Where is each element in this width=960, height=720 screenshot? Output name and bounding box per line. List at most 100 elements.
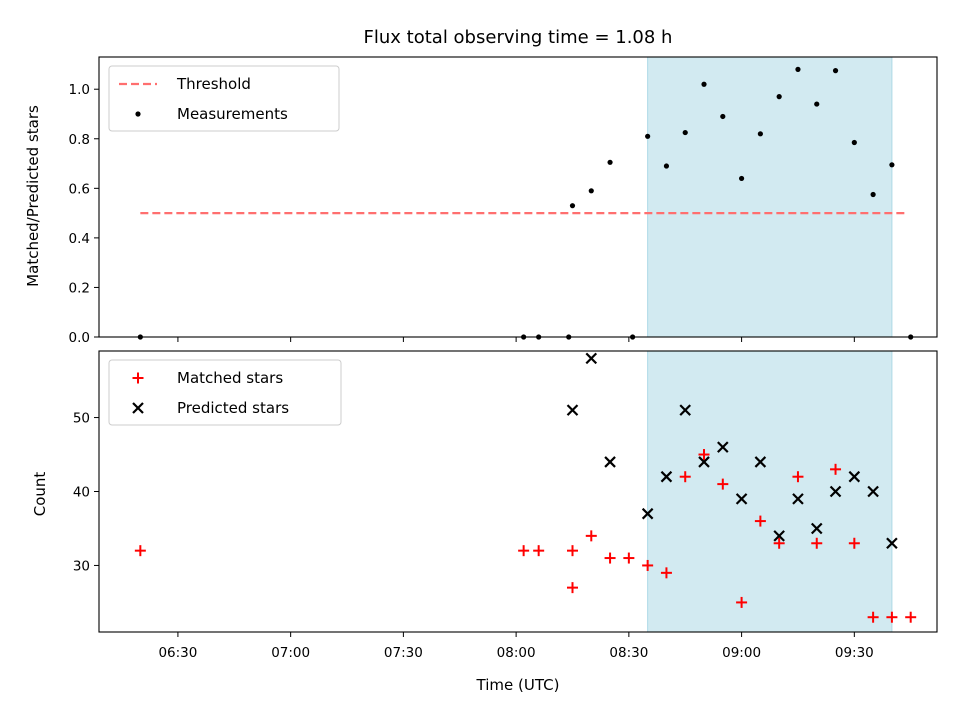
data-point-b xyxy=(717,441,729,453)
legend: Threshold Measurements xyxy=(108,65,340,132)
series-measurements xyxy=(137,66,914,340)
chart-title: Flux total observing time = 1.08 h xyxy=(364,27,673,48)
data-point xyxy=(792,493,804,505)
y-tick-label: 30 xyxy=(73,558,90,574)
data-point xyxy=(867,485,879,498)
legend-label: Predicted stars xyxy=(177,399,289,417)
data-point xyxy=(811,537,823,549)
data-point xyxy=(848,470,861,483)
y-axis-label-top: Matched/Predicted stars xyxy=(24,105,42,287)
data-point xyxy=(886,537,898,550)
x-tick-label: 08:30 xyxy=(609,645,648,661)
data-point xyxy=(720,113,726,120)
data-point xyxy=(773,537,785,549)
data-point xyxy=(660,567,672,579)
x-tick-label: 07:00 xyxy=(271,645,310,661)
data-point xyxy=(679,471,691,483)
data-point xyxy=(682,129,688,136)
data-point xyxy=(717,441,729,453)
data-point-b xyxy=(679,404,692,416)
data-point xyxy=(604,552,616,564)
plot-frame xyxy=(98,56,938,338)
legend-box xyxy=(108,359,342,426)
data-point xyxy=(870,191,876,198)
data-point xyxy=(735,493,748,505)
x-tick-label: 07:30 xyxy=(384,645,423,661)
data-point xyxy=(663,163,670,169)
data-point-b xyxy=(641,507,654,520)
legend-label: Matched stars xyxy=(177,369,283,387)
data-point xyxy=(569,203,576,209)
y-tick-label: 40 xyxy=(73,485,90,501)
data-point xyxy=(585,352,598,365)
legend-label: Measurements xyxy=(177,105,288,123)
data-point xyxy=(738,175,745,182)
data-point xyxy=(867,611,879,623)
data-point-b xyxy=(886,537,898,550)
data-point xyxy=(642,559,654,571)
data-point-b xyxy=(829,485,842,498)
legend: Matched stars Predicted stars xyxy=(108,359,342,426)
data-point xyxy=(607,159,613,165)
data-point xyxy=(679,404,692,416)
data-point-b xyxy=(810,522,823,535)
data-point xyxy=(717,478,729,490)
data-point-b xyxy=(735,493,748,505)
data-point-b xyxy=(585,352,598,365)
data-point xyxy=(832,68,839,74)
data-point xyxy=(810,522,823,535)
x-tick-label: 09:30 xyxy=(835,645,874,661)
data-point xyxy=(754,515,766,527)
data-point xyxy=(698,449,710,461)
data-point-b xyxy=(754,456,767,468)
y-tick-label: 0.2 xyxy=(69,280,90,296)
data-point xyxy=(886,611,898,623)
x-tick-label: 06:30 xyxy=(158,645,197,661)
y-tick-label: 1.0 xyxy=(69,82,90,98)
observing-window-span xyxy=(647,351,892,632)
bottom-panel: 30 40 50 06:30 07:00 07:30 08:00 08:30 09:00 09:3… xyxy=(73,350,938,661)
data-point xyxy=(623,552,635,564)
legend-handle xyxy=(135,111,141,117)
data-point xyxy=(851,139,857,146)
data-point xyxy=(645,133,651,139)
data-point-b xyxy=(848,470,861,483)
data-point xyxy=(566,582,578,594)
data-point-b xyxy=(660,470,673,483)
legend-handle xyxy=(132,372,144,384)
data-point xyxy=(754,456,767,468)
data-point xyxy=(533,545,545,557)
data-point xyxy=(566,404,579,416)
data-point-b xyxy=(773,530,785,542)
legend-handle-b xyxy=(132,402,144,414)
data-point xyxy=(792,471,804,483)
data-point xyxy=(660,470,673,483)
data-point xyxy=(814,101,820,107)
y-tick-label: 0.4 xyxy=(69,231,90,247)
data-point xyxy=(776,94,782,100)
y-tick-label: 0.8 xyxy=(69,132,90,148)
observing-window-span xyxy=(647,57,892,337)
data-point-b xyxy=(604,456,616,468)
data-point xyxy=(604,456,616,468)
data-point xyxy=(773,530,785,542)
data-point xyxy=(848,537,860,549)
data-point xyxy=(829,485,842,498)
data-point xyxy=(889,162,895,168)
data-point xyxy=(830,463,842,475)
y-tick-label: 50 xyxy=(73,411,90,427)
data-point xyxy=(795,66,801,72)
legend-handle xyxy=(132,402,144,414)
data-point xyxy=(641,507,654,520)
y-tick-label: 0.6 xyxy=(69,181,90,197)
data-point-b xyxy=(867,485,879,498)
data-point xyxy=(757,131,763,137)
data-point xyxy=(588,188,594,194)
data-point xyxy=(518,545,530,557)
legend-box xyxy=(108,65,340,132)
data-point xyxy=(736,596,748,608)
data-point xyxy=(134,545,146,557)
x-tick-label: 08:00 xyxy=(497,645,536,661)
data-point xyxy=(701,81,707,87)
